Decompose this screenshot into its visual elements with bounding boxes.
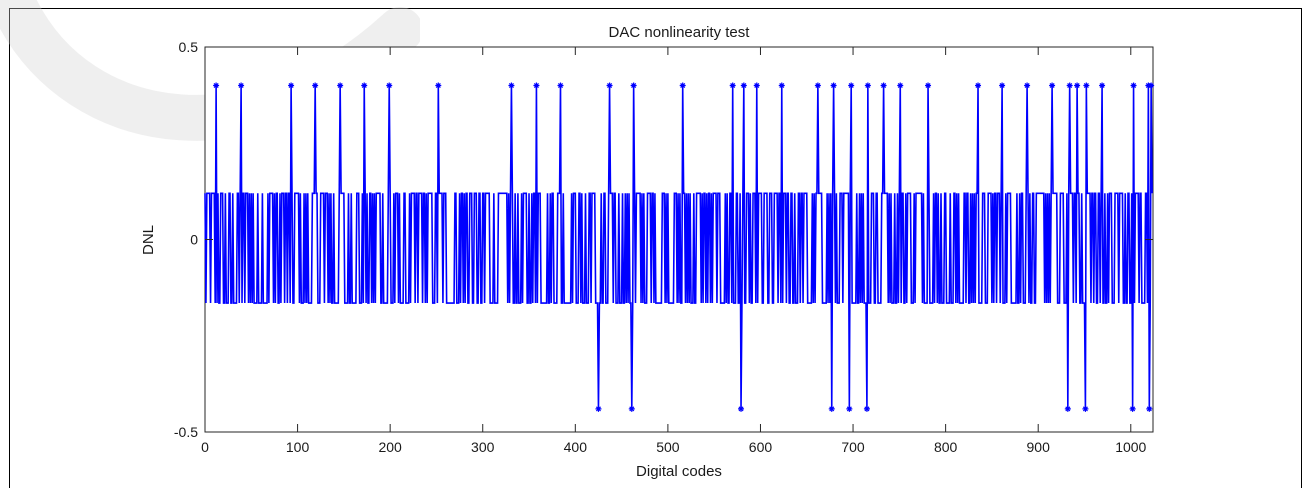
peak-marker — [213, 82, 220, 89]
peak-marker — [1099, 82, 1106, 89]
chart-title: DAC nonlinearity test — [609, 24, 751, 41]
dip-marker — [595, 405, 602, 412]
peak-marker — [238, 82, 245, 89]
peak-marker — [778, 82, 785, 89]
peak-marker — [848, 82, 855, 89]
peak-marker — [814, 82, 821, 89]
y-axis-label: DNL — [140, 225, 157, 255]
dip-marker — [828, 405, 835, 412]
dnl-line — [204, 85, 1153, 409]
x-tick-label: 100 — [286, 439, 310, 455]
peak-marker — [830, 82, 837, 89]
peak-marker — [312, 82, 319, 89]
x-tick-label: 0 — [201, 439, 209, 455]
peak-marker — [533, 82, 540, 89]
peak-marker — [729, 82, 736, 89]
dnl-series — [204, 85, 1153, 409]
peak-marker — [386, 82, 393, 89]
dip-marker — [1146, 405, 1153, 412]
peak-marker — [1024, 82, 1031, 89]
peak-marker — [1049, 82, 1056, 89]
peak-marker — [337, 82, 344, 89]
dip-marker — [738, 405, 745, 412]
x-tick-label: 1000 — [1115, 439, 1146, 455]
y-tick-label: 0.5 — [179, 39, 199, 55]
peak-marker — [630, 82, 637, 89]
peak-marker — [897, 82, 904, 89]
peak-marker — [508, 82, 515, 89]
x-tick-label: 600 — [749, 439, 773, 455]
peak-markers — [213, 82, 1155, 89]
peak-marker — [288, 82, 295, 89]
x-tick-label: 400 — [564, 439, 588, 455]
peak-marker — [1083, 82, 1090, 89]
x-tick-label: 300 — [471, 439, 495, 455]
peak-marker — [864, 82, 871, 89]
figure-frame — [9, 8, 1302, 488]
dip-marker — [1064, 405, 1071, 412]
x-tick-label: 900 — [1027, 439, 1051, 455]
peak-marker — [740, 82, 747, 89]
x-tick-label: 500 — [656, 439, 680, 455]
peak-marker — [679, 82, 686, 89]
dip-marker — [1129, 405, 1136, 412]
peak-marker — [361, 82, 368, 89]
peak-marker — [925, 82, 932, 89]
peak-marker — [557, 82, 564, 89]
dip-marker — [846, 405, 853, 412]
peak-marker — [975, 82, 982, 89]
x-tick-label: 700 — [841, 439, 865, 455]
peak-marker — [1066, 82, 1073, 89]
peak-marker — [1148, 82, 1155, 89]
peak-marker — [999, 82, 1006, 89]
x-tick-label: 800 — [934, 439, 958, 455]
y-axis-ticks: -0.5 0 0.5 — [174, 39, 1153, 440]
peak-marker — [880, 82, 887, 89]
peak-marker — [1074, 82, 1081, 89]
dip-marker — [1082, 405, 1089, 412]
x-axis-ticks: 0 100 200 300 400 500 600 700 800 900 1000 — [201, 47, 1147, 455]
dip-markers — [595, 405, 1153, 412]
peak-marker — [753, 82, 760, 89]
y-tick-label: -0.5 — [174, 424, 198, 440]
peak-marker — [606, 82, 613, 89]
peak-marker — [435, 82, 442, 89]
x-tick-label: 200 — [378, 439, 402, 455]
y-tick-label: 0 — [190, 232, 198, 248]
x-axis-label: Digital codes — [636, 463, 722, 480]
peak-marker — [1130, 82, 1137, 89]
dip-marker — [628, 405, 635, 412]
dip-marker — [863, 405, 870, 412]
